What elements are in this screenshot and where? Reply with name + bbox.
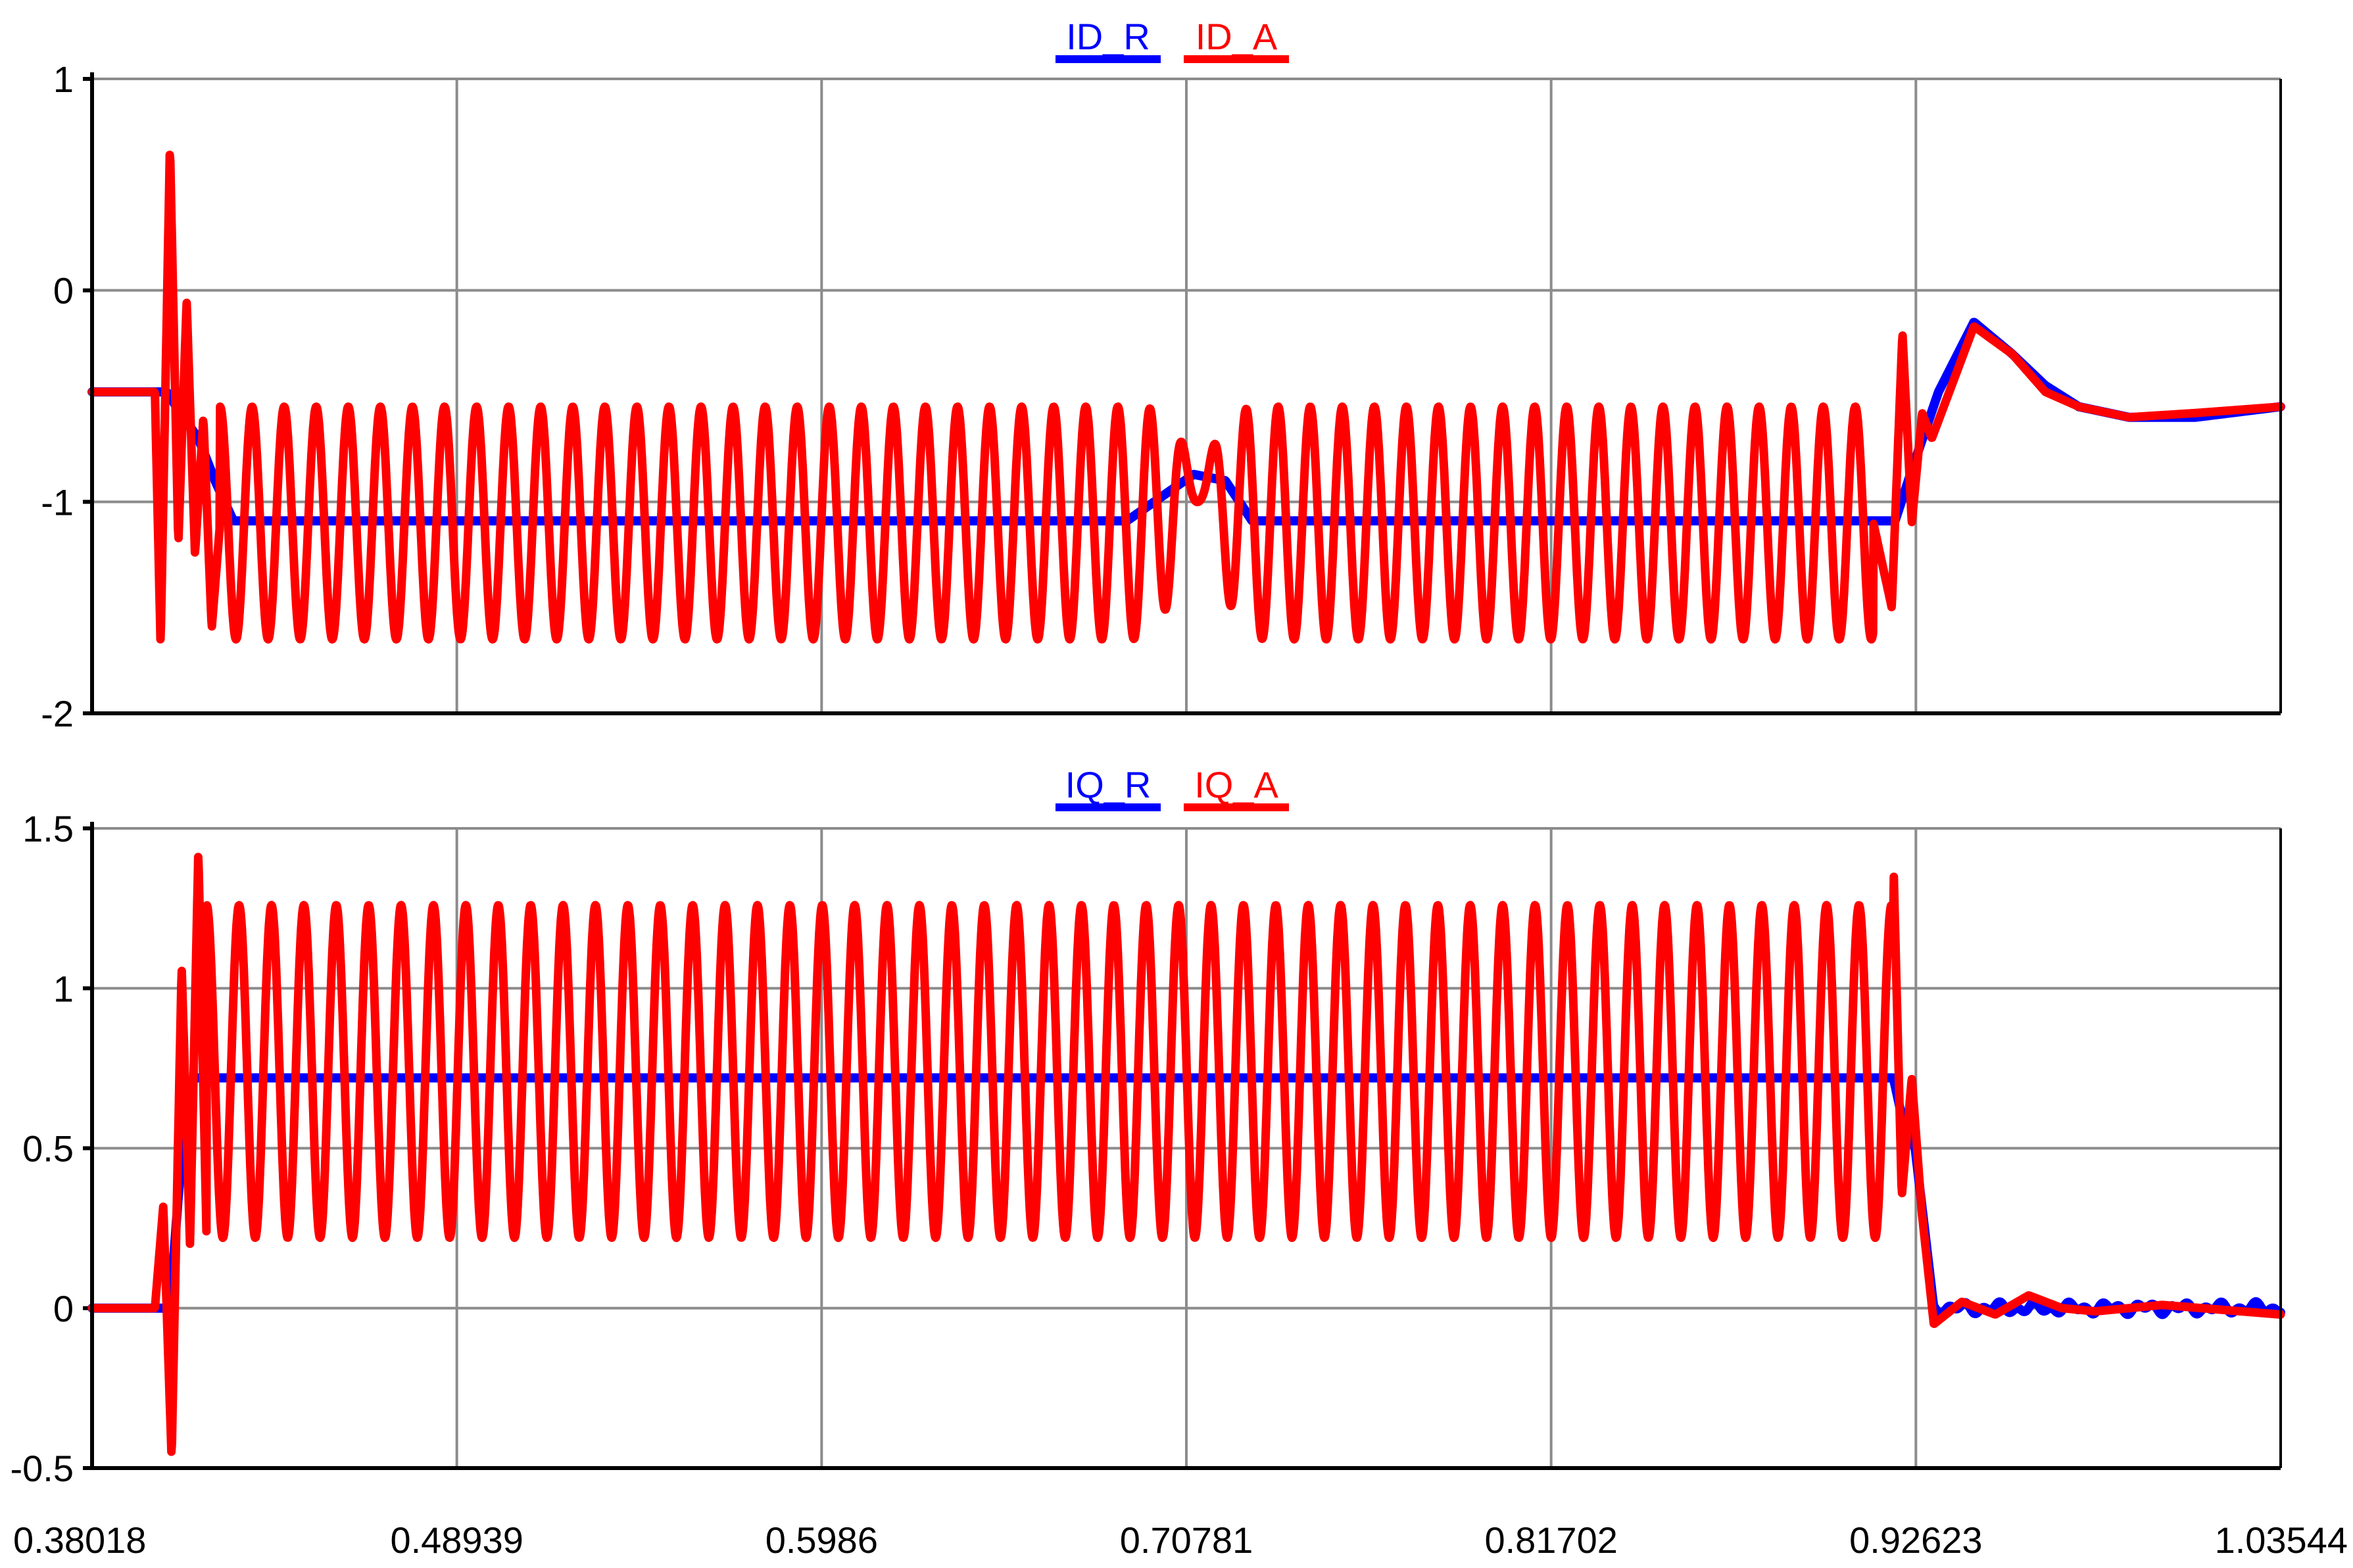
x-tick-label: 0.5986 xyxy=(765,1519,878,1561)
legend-label: IQ_R xyxy=(1065,764,1152,805)
y-tick-label: 0 xyxy=(53,270,74,312)
x-tick-label: 0.38018 xyxy=(13,1519,146,1561)
series-line-id-a xyxy=(87,151,2285,644)
series-line-iq-a xyxy=(87,853,2285,1456)
y-tick-label: 0 xyxy=(53,1288,74,1329)
legend-label: ID_R xyxy=(1066,16,1150,57)
x-tick-label: 0.70781 xyxy=(1120,1519,1253,1561)
y-tick-label: 1 xyxy=(53,59,74,100)
y-tick-label: -0.5 xyxy=(11,1448,74,1489)
y-tick-label: 1.5 xyxy=(22,808,74,849)
panel-id: 1 0 -1 -2 ID_R ID_A xyxy=(41,16,2285,734)
y-tick-label: -1 xyxy=(41,481,74,523)
y-tick-label: 0.5 xyxy=(22,1128,74,1170)
legend-label: IQ_A xyxy=(1194,764,1278,805)
y-tick-label: -2 xyxy=(41,693,74,734)
panel-iq: 1.5 1 0.5 0 -0.5 0.38018 0.48939 0.5986 0.70781 0… xyxy=(11,764,2348,1561)
y-tick-label: 1 xyxy=(53,968,74,1009)
legend: IQ_R IQ_A xyxy=(1055,764,1289,811)
x-tick-label: 0.81702 xyxy=(1484,1519,1617,1561)
legend: ID_R ID_A xyxy=(1055,16,1289,63)
x-tick-label: 0.48939 xyxy=(390,1519,523,1561)
x-tick-label: 0.92623 xyxy=(1849,1519,1982,1561)
legend-label: ID_A xyxy=(1196,16,1278,57)
x-tick-label: 1.03544 xyxy=(2215,1519,2348,1561)
